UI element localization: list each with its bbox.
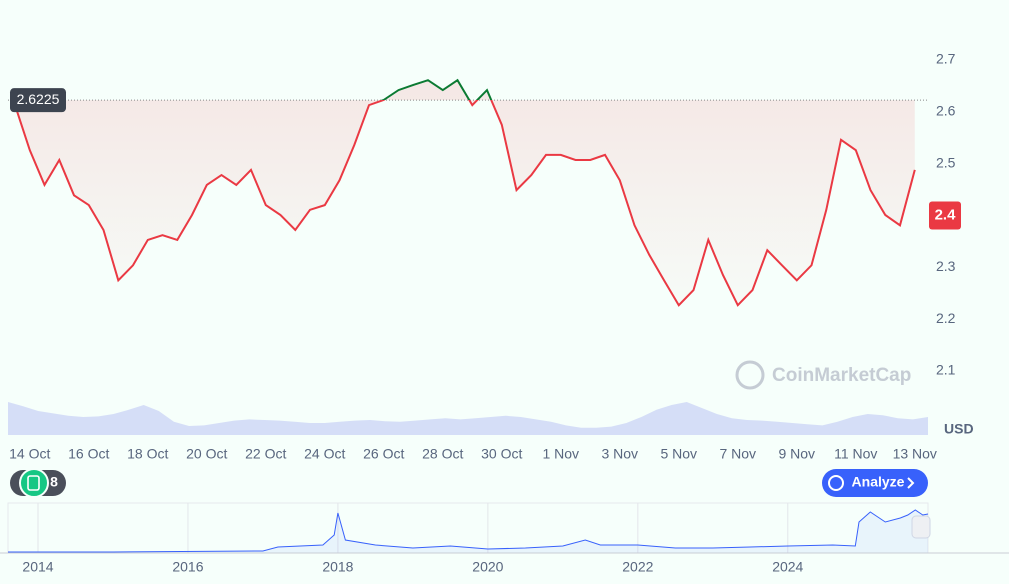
- x-tick-label: 1 Nov: [542, 446, 579, 462]
- x-tick-label: 9 Nov: [778, 446, 815, 462]
- y-tick-label: 2.2: [936, 310, 956, 326]
- overview-line: [8, 509, 929, 553]
- x-tick-label: 14 Oct: [9, 446, 50, 462]
- watermark-text: CoinMarketCap: [772, 365, 911, 386]
- y-unit: USD: [944, 421, 974, 437]
- x-tick-label: 16 Oct: [68, 446, 109, 462]
- price-area: [15, 80, 915, 306]
- x-tick-label: 20 Oct: [186, 446, 227, 462]
- x-tick-label: 2022: [622, 559, 653, 575]
- y-tick-label: 2.1: [936, 362, 956, 378]
- reference-label: 2.6225: [17, 91, 60, 107]
- reference-badge: [10, 88, 66, 113]
- price-line: [14, 78, 916, 307]
- price-label: 2.4: [935, 206, 957, 223]
- notes-badge[interactable]: 8: [10, 468, 66, 498]
- overview-area: [8, 510, 928, 553]
- y-tick-label: 2.6: [936, 103, 956, 119]
- x-tick-label: 3 Nov: [601, 446, 638, 462]
- x-tick-label: 5 Nov: [660, 446, 697, 462]
- x-tick-label: 22 Oct: [245, 446, 286, 462]
- y-tick-label: 2.7: [936, 51, 956, 67]
- x-tick-label: 11 Nov: [834, 446, 877, 462]
- y-tick-label: 2.5: [936, 154, 956, 170]
- x-tick-label: 28 Oct: [422, 446, 463, 462]
- x-tick-label: 24 Oct: [304, 446, 345, 462]
- analyze-label: Analyze: [852, 474, 905, 490]
- x-tick-label: 2014: [22, 559, 53, 575]
- x-tick-label: 13 Nov: [893, 446, 937, 462]
- x-tick-label: 30 Oct: [481, 446, 522, 462]
- watermark: CoinMarketCap: [735, 360, 911, 390]
- slider-handle: [911, 515, 931, 539]
- x-tick-label: 2020: [472, 559, 503, 575]
- x-tick-label: 7 Nov: [719, 446, 756, 462]
- x-tick-label: 2018: [322, 559, 353, 575]
- y-tick-label: 2.3: [936, 258, 956, 274]
- volume-area: [8, 402, 928, 435]
- badge-count: 8: [50, 474, 58, 490]
- x-tick-label: 2024: [772, 559, 803, 575]
- x-tick-label: 26 Oct: [363, 446, 404, 462]
- price-badge: [929, 201, 961, 230]
- x-tick-label: 18 Oct: [127, 446, 168, 462]
- x-tick-label: 2016: [172, 559, 203, 575]
- analyze-button[interactable]: Analyze: [822, 469, 928, 497]
